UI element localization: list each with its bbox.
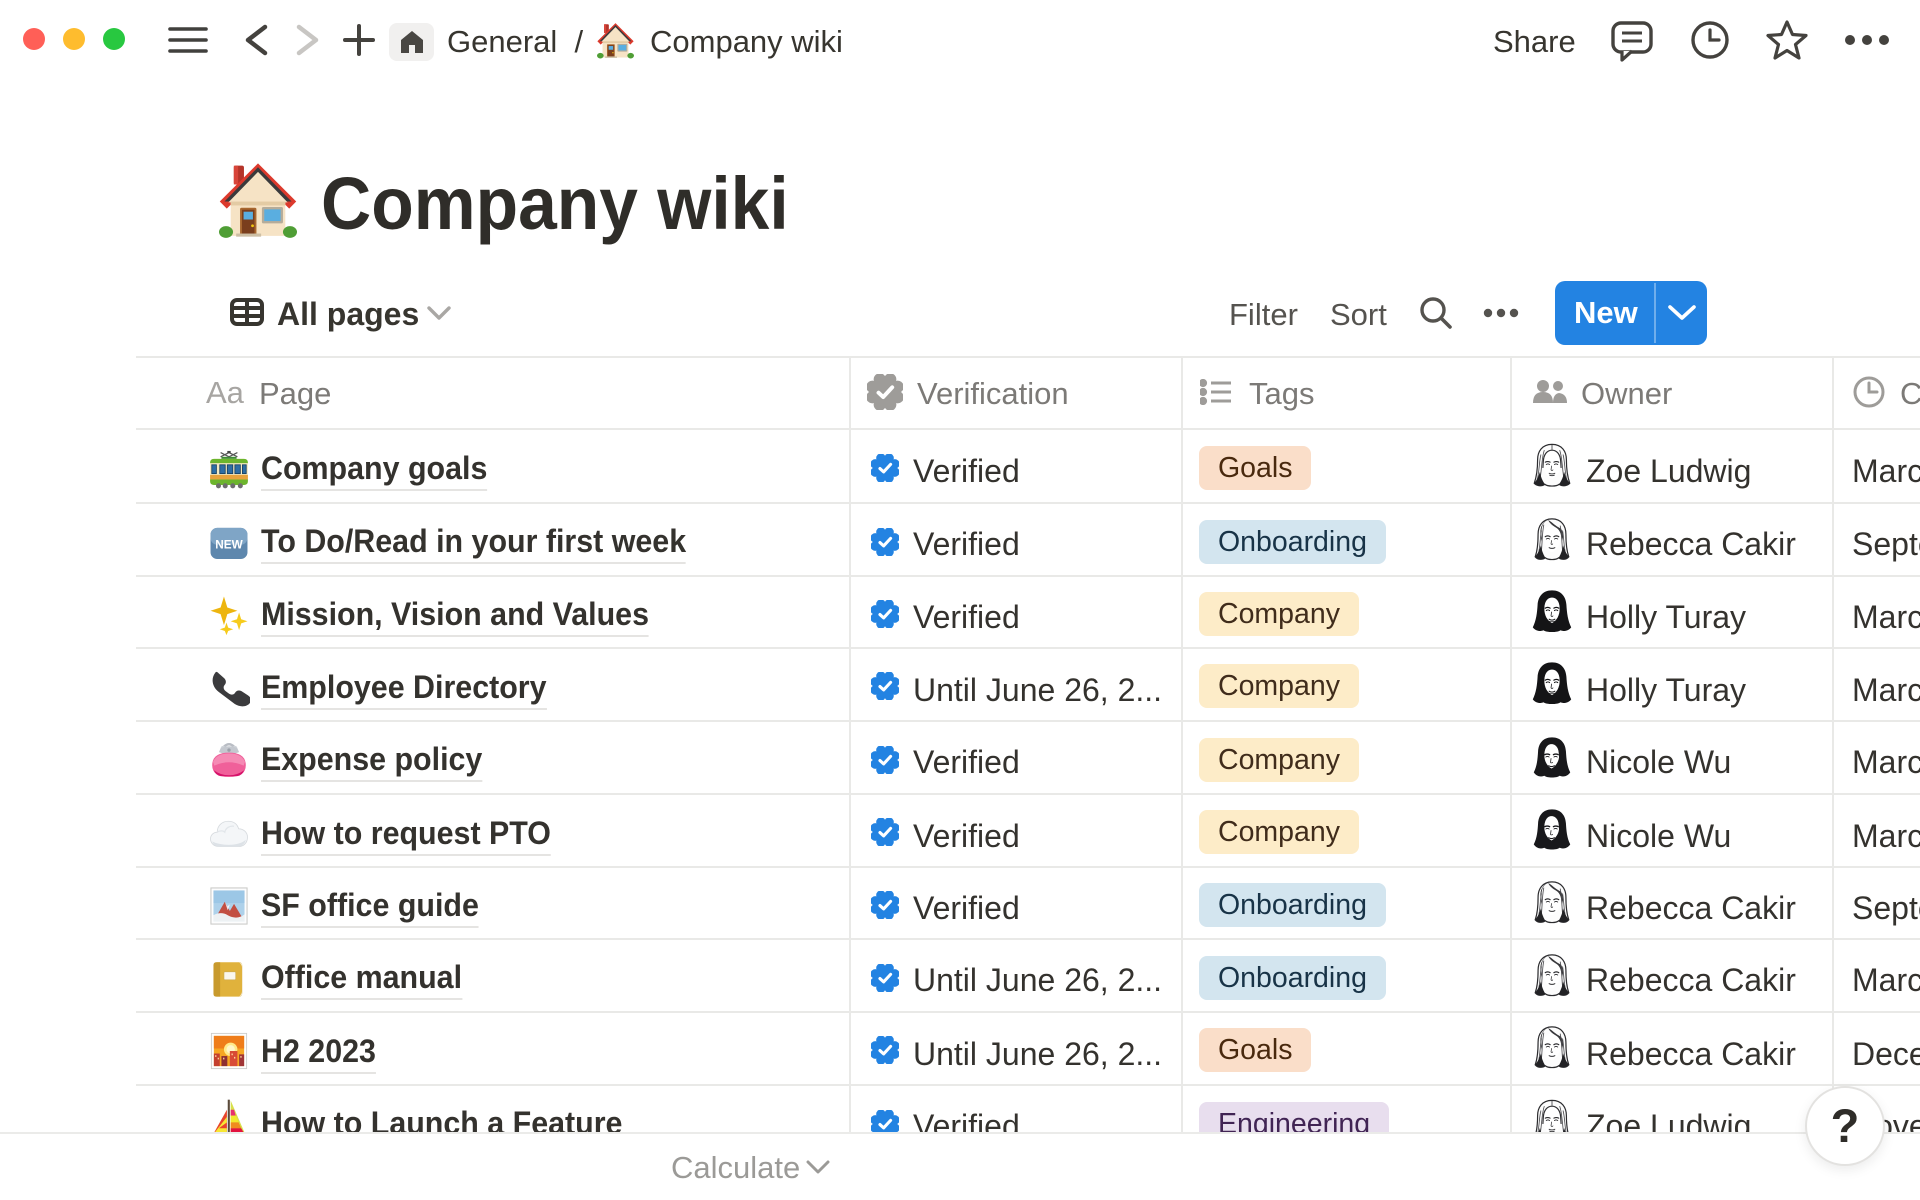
svg-text:NEW: NEW — [215, 538, 243, 551]
